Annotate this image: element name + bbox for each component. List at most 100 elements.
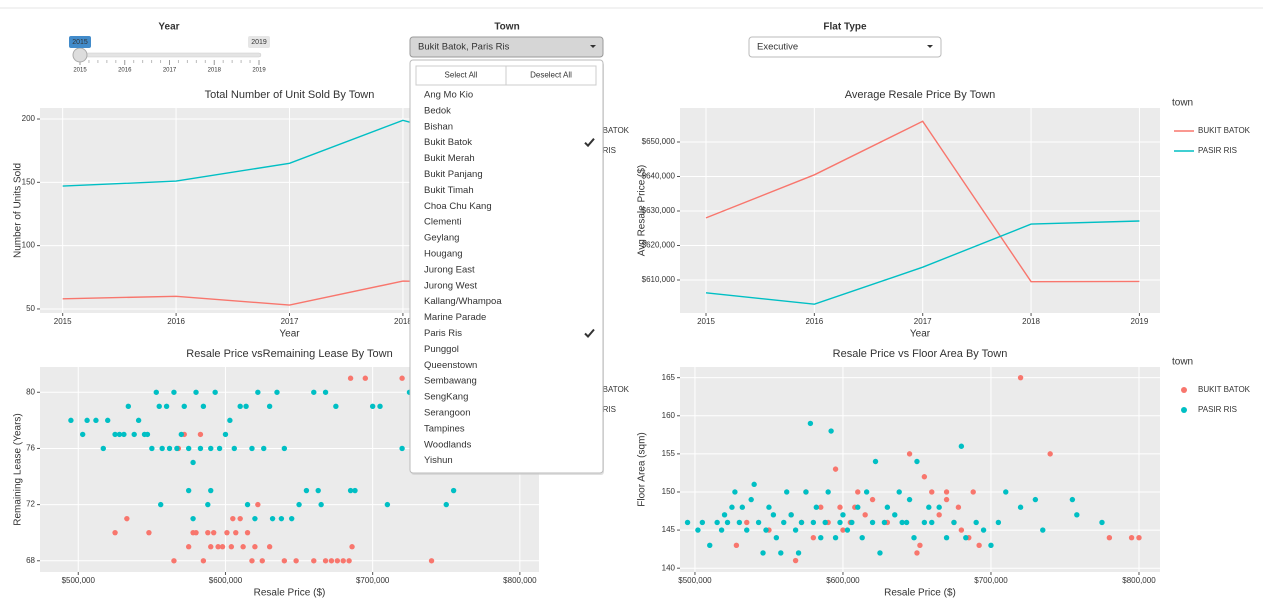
scatter-point [328, 558, 335, 564]
scatter-point [973, 519, 979, 526]
scatter-point [216, 445, 223, 452]
scatter-point [428, 558, 435, 564]
scatter-point [733, 542, 740, 549]
scatter-point [963, 535, 969, 541]
scatter-point [178, 431, 185, 438]
slider-track [77, 52, 262, 58]
y-tick-label: $610,000 [642, 275, 676, 284]
scatter-point [872, 458, 879, 465]
scatter-point [237, 515, 243, 522]
scatter-point [135, 417, 142, 424]
scatter-point [1074, 512, 1080, 518]
x-axis-title: Year [910, 329, 931, 340]
scatter-point [943, 489, 950, 495]
option-label: Marine Parade [424, 312, 486, 323]
scatter-point [766, 504, 772, 510]
scatter-point [171, 558, 177, 564]
scatter-point [1040, 527, 1046, 533]
scatter-point [911, 535, 917, 541]
y-tick-label: 80 [26, 387, 35, 396]
scatter-point [311, 558, 317, 564]
scatter-point [200, 558, 207, 564]
scatter-point [340, 558, 346, 564]
y-tick-label: $630,000 [642, 206, 676, 215]
scatter-point [837, 504, 843, 510]
scatter-point [200, 403, 207, 410]
select-caret [927, 45, 933, 48]
scatter-point [228, 544, 235, 550]
scatter-point [881, 519, 888, 526]
y-tick-label: 68 [26, 556, 35, 565]
scatter-point [237, 403, 243, 410]
scatter-point [795, 550, 802, 556]
dropdown-menu [409, 59, 604, 474]
scatter-point [131, 431, 137, 438]
scatter-point [384, 501, 391, 508]
filter-label: Town [494, 22, 519, 33]
scatter-point [249, 558, 255, 564]
scatter-point [281, 445, 288, 452]
option-label: Bukit Batok [424, 137, 472, 148]
town-select[interactable] [409, 36, 604, 58]
scatter-point [849, 519, 855, 526]
scatter-point [149, 445, 155, 452]
scatter-point [190, 459, 196, 466]
scatter-point [1032, 496, 1039, 503]
x-tick-label: 2019 [1131, 317, 1149, 326]
scatter-point [266, 544, 273, 550]
scatter-point [346, 558, 352, 564]
scatter-point [718, 527, 725, 533]
scatter-point [884, 504, 891, 510]
town-selected: Bukit Batok, Paris Ris [418, 42, 510, 53]
y-axis-title: Avg Resale Price ($) [637, 165, 648, 257]
option-label: Yishun [424, 455, 453, 466]
flat-type-select[interactable] [748, 36, 942, 58]
scatter-point [781, 519, 787, 526]
scatter-point [112, 431, 118, 438]
x-axis-title: Resale Price ($) [884, 588, 956, 599]
scatter-point [863, 489, 870, 495]
x-tick-label: $600,000 [826, 576, 860, 585]
filter-label: Year [158, 22, 179, 33]
option-label: Hougang [424, 249, 463, 260]
scatter-point [240, 544, 246, 550]
slider-handle[interactable] [72, 47, 88, 63]
scatter-point [93, 417, 99, 424]
scatter-point [792, 527, 799, 533]
scatter-point [399, 375, 405, 381]
scatter-point [921, 474, 928, 480]
scatter-point [224, 529, 230, 536]
scatter-point [125, 403, 132, 410]
slider-tick-label: 2015 [73, 68, 87, 74]
scatter-point [450, 487, 457, 494]
scatter-point [832, 466, 839, 472]
y-tick-label: 76 [26, 444, 35, 453]
scatter-point [855, 489, 861, 495]
scatter-point [699, 519, 706, 526]
y-tick-label: $650,000 [642, 137, 676, 146]
slider-tick-label: 2017 [163, 68, 177, 74]
scatter-point [707, 542, 713, 549]
scatter-point [112, 529, 118, 536]
scatter-point [197, 431, 204, 438]
x-tick-label: 2016 [805, 317, 823, 326]
scatter-point [832, 535, 839, 541]
scatter-point [443, 501, 449, 508]
scatter-point [810, 535, 817, 541]
scatter-point [1017, 374, 1024, 381]
scatter-point [896, 489, 902, 495]
option-label: Woodlands [424, 439, 472, 450]
x-tick-label: $700,000 [356, 576, 390, 585]
y-tick-label: 165 [662, 373, 676, 382]
scatter-point [1099, 519, 1105, 526]
scatter-point [1047, 451, 1053, 457]
scatter-point [369, 403, 376, 410]
scatter-point [837, 519, 843, 526]
deselect-all-button[interactable] [505, 65, 597, 86]
scatter-point [255, 389, 261, 395]
scatter-point [231, 445, 238, 452]
scatter-point [259, 558, 265, 564]
scatter-point [249, 445, 255, 452]
x-tick-label: $700,000 [974, 576, 1008, 585]
